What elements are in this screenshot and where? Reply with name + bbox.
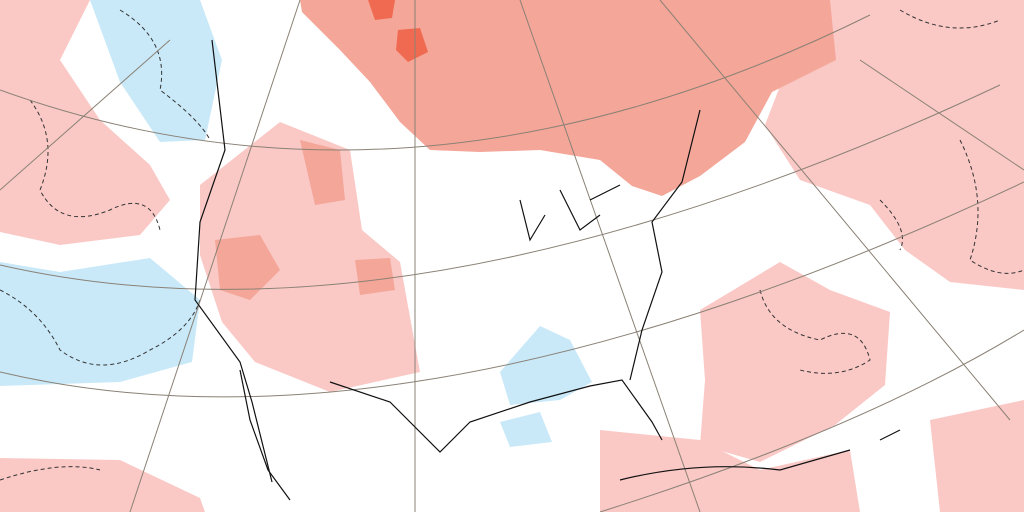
- dashed-contours: [0, 9, 1024, 481]
- positive-anomaly-strong: [368, 0, 428, 62]
- positive-anomaly-medium: [215, 0, 836, 300]
- coastlines: [194, 39, 901, 501]
- negative-anomaly: [0, 0, 592, 447]
